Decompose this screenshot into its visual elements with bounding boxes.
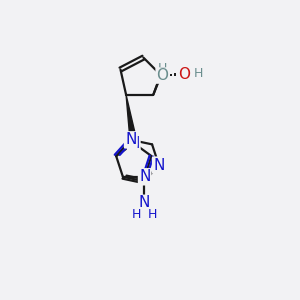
Text: H: H [194, 67, 203, 80]
Text: O: O [156, 68, 168, 83]
Text: N: N [125, 132, 136, 147]
Text: H: H [131, 208, 141, 221]
Text: H: H [158, 62, 167, 75]
Text: N: N [139, 195, 150, 210]
Text: N: N [139, 169, 150, 184]
Polygon shape [126, 95, 137, 144]
Text: N: N [153, 158, 164, 172]
Text: H: H [148, 208, 157, 221]
Text: N: N [128, 136, 140, 151]
Text: O: O [178, 67, 190, 82]
